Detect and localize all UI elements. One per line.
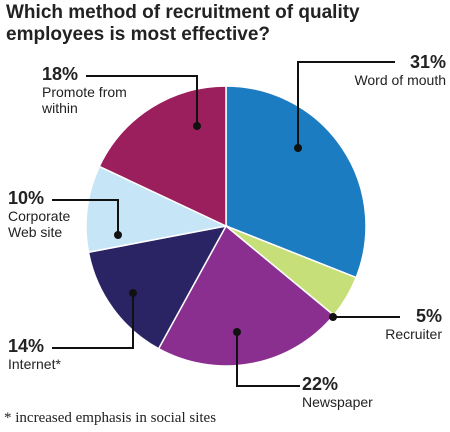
leader-line [52,199,119,235]
category-label: Promote from within [42,84,127,116]
category-label: Word of mouth [354,72,446,88]
leader-dot [114,231,122,239]
slice-label: 22% Newspaper [302,374,402,410]
pie-slice [85,165,229,254]
leader-line [236,332,300,387]
category-label: Newspaper [302,394,373,410]
slice-label: 5% Recruiter [362,306,442,342]
category-label: Internet* [8,356,61,372]
value-label: 10% [8,188,45,208]
slice-label: 18% Promote from within [42,64,142,116]
pie-slice [225,85,367,279]
leader-dot [329,313,337,321]
slice-label: 14% Internet* [8,336,98,372]
value-label: 31% [409,52,446,72]
value-label: 14% [8,336,45,356]
leader-dot [294,144,302,152]
pie-slice [157,224,335,367]
value-label: 22% [302,374,339,394]
value-label: 5% [415,306,442,326]
slice-label: 31% Word of mouth [316,52,446,88]
pie-slice [98,85,227,228]
leader-dot [233,328,241,336]
value-label: 18% [42,64,79,84]
footnote: * increased emphasis in social sites [4,410,217,426]
leader-line [52,293,134,349]
slice-label: 10% Corporate Web site [8,188,98,240]
chart-title: Which method of recruitment of quality e… [6,2,360,45]
leader-line [297,61,395,148]
leader-line [86,75,198,126]
category-label: Recruiter [385,326,442,342]
category-label: Corporate Web site [8,208,71,240]
leader-dot [129,289,137,297]
pie-slice [87,224,228,350]
leader-dot [193,122,201,130]
